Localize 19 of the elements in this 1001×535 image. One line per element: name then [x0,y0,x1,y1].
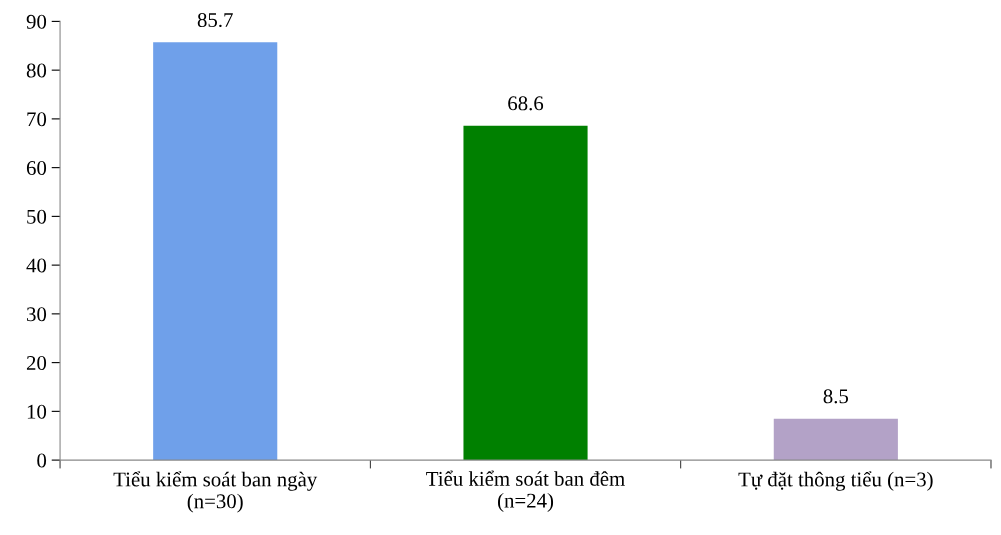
y-tick-label: 80 [26,63,47,78]
x-tick-label: Tiểu kiểm soát ban đêm (n=24) [426,470,625,512]
y-tick-label: 40 [26,258,47,273]
y-tick-label: 0 [37,453,47,468]
x-tick-label: Tiểu kiểm soát ban ngày (n=30) [113,471,318,513]
y-tick-label: 30 [27,307,47,322]
data-label: 68.6 [508,96,544,111]
bar [463,125,588,461]
y-tick-label: 10 [27,404,47,419]
y-tick-label: 60 [26,161,47,176]
data-label: 8.5 [823,389,849,404]
y-tick-label: 50 [27,209,47,224]
y-tick-label: 70 [27,112,47,127]
data-label: 85.7 [197,12,233,28]
bar [773,418,898,461]
x-tick-label: Tự đặt thông tiểu (n=3) [738,471,933,491]
y-tick-label: 90 [26,14,47,29]
y-tick-label: 20 [26,355,47,371]
bar [153,42,278,461]
